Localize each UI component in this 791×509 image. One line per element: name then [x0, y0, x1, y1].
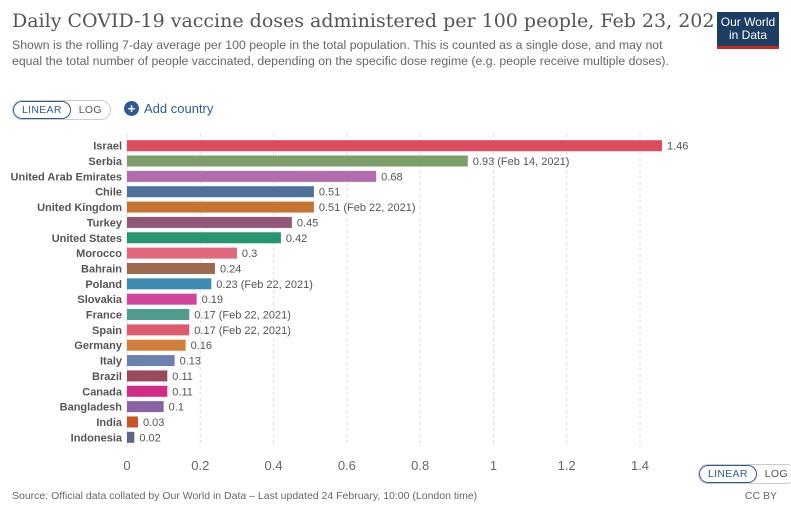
category-label: Bahrain: [81, 263, 122, 275]
value-label: 0.45: [297, 217, 318, 229]
x-tick-label: 0.6: [338, 458, 356, 473]
add-country-button[interactable]: + Add country: [124, 101, 213, 116]
log-scale-button[interactable]: LOG: [78, 104, 102, 116]
category-label: Israel: [93, 141, 122, 153]
log-scale-button-bottom[interactable]: LOG: [764, 468, 788, 480]
category-label: United States: [52, 233, 122, 245]
category-label: Italy: [100, 356, 123, 368]
value-label: 0.17 (Feb 22, 2021): [194, 325, 291, 337]
bar: [127, 324, 190, 336]
bar: [127, 140, 662, 152]
category-label: Canada: [82, 386, 123, 398]
category-label: Spain: [92, 325, 122, 337]
bar: [127, 293, 197, 305]
value-label: 0.93 (Feb 14, 2021): [473, 156, 570, 168]
bar: [127, 186, 314, 198]
category-label: Germany: [74, 340, 123, 352]
bar: [127, 401, 164, 413]
value-label: 0.11: [172, 371, 193, 383]
bar: [127, 309, 190, 321]
value-label: 0.51 (Feb 22, 2021): [319, 202, 416, 214]
category-label: Bangladesh: [60, 402, 123, 414]
x-tick-label: 1.4: [631, 458, 649, 473]
value-label: 0.23 (Feb 22, 2021): [216, 279, 313, 291]
x-tick-label: 1.2: [558, 458, 576, 473]
value-label: 0.16: [191, 340, 212, 352]
bar: [127, 232, 281, 244]
bar: [127, 247, 237, 259]
logo-line-1: Our World: [720, 15, 776, 29]
value-label: 0.1: [169, 402, 184, 414]
category-label: Indonesia: [71, 432, 123, 444]
bar: [127, 385, 168, 397]
bar-chart: 0 0.2 0.4 0.6 0.8 1 1.2 1.4 Israel 1.46 Serbia 0.93…: [11, 134, 688, 473]
category-label: United Kingdom: [37, 202, 122, 214]
add-country-label: Add country: [144, 101, 214, 116]
chart-title: Daily COVID-19 vaccine doses administere…: [12, 10, 727, 32]
source-note: Source: Official data collated by Our Wo…: [12, 490, 478, 502]
value-label: 0.13: [180, 356, 201, 368]
category-label: Serbia: [88, 156, 123, 168]
value-label: 0.03: [143, 417, 164, 429]
logo-line-2: in Data: [728, 28, 768, 42]
x-tick-label: 1: [490, 458, 497, 473]
x-tick-label: 0.2: [191, 458, 209, 473]
bar: [127, 278, 212, 290]
x-tick-label: 0.4: [265, 458, 283, 473]
bar: [127, 262, 215, 274]
category-label: Turkey: [87, 217, 123, 229]
category-label: Chile: [95, 187, 122, 199]
value-label: 0.3: [242, 248, 257, 260]
value-label: 0.68: [381, 171, 402, 183]
chart-subtitle: Shown is the rolling 7-day average per 1…: [12, 38, 669, 68]
value-label: 0.02: [139, 432, 160, 444]
scale-toggle-bottom: LINEAR LOG: [698, 464, 791, 484]
owid-logo[interactable]: Our World in Data: [717, 12, 779, 49]
bar: [127, 355, 175, 367]
category-label: Brazil: [92, 371, 122, 383]
bar: [127, 431, 135, 443]
bar: [127, 339, 186, 351]
value-label: 0.17 (Feb 22, 2021): [194, 310, 291, 322]
bar: [127, 370, 168, 382]
category-label: Poland: [85, 279, 122, 291]
category-label: United Arab Emirates: [11, 171, 122, 183]
value-label: 0.42: [286, 233, 307, 245]
scale-toggle-top: LINEAR LOG: [12, 100, 111, 120]
value-label: 0.24: [220, 263, 241, 275]
value-label: 0.51: [319, 187, 340, 199]
license-label: CC BY: [744, 490, 777, 502]
value-label: 0.19: [202, 294, 223, 306]
bar: [127, 416, 138, 428]
linear-scale-button-bottom[interactable]: LINEAR: [699, 465, 757, 483]
plus-circle-icon: +: [124, 101, 139, 116]
bar: [127, 170, 377, 182]
linear-scale-button[interactable]: LINEAR: [13, 101, 71, 119]
bar: [127, 155, 468, 167]
bar: [127, 201, 314, 213]
x-tick-label: 0.8: [411, 458, 429, 473]
bar: [127, 216, 292, 228]
category-label: Slovakia: [77, 294, 123, 306]
value-label: 1.46: [667, 141, 688, 153]
x-tick-label: 0: [123, 458, 130, 473]
value-label: 0.11: [172, 386, 193, 398]
category-label: Morocco: [76, 248, 122, 260]
category-label: India: [96, 417, 123, 429]
category-label: France: [86, 310, 122, 322]
